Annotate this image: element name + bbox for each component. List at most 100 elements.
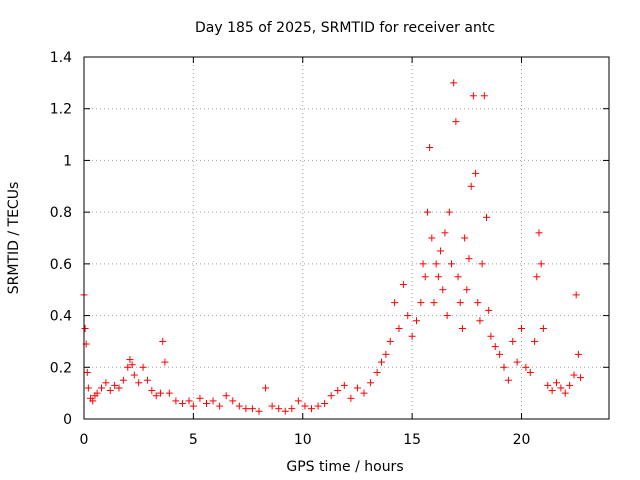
data-point bbox=[421, 273, 429, 281]
y-tick-label: 1.2 bbox=[50, 102, 72, 118]
data-point bbox=[89, 397, 97, 405]
data-point bbox=[391, 299, 399, 307]
data-point bbox=[106, 387, 114, 395]
data-point bbox=[373, 368, 381, 376]
y-tick-label: 1.4 bbox=[50, 50, 72, 66]
y-axis-label: SRMTID / TECUs bbox=[6, 182, 22, 295]
data-point bbox=[526, 368, 534, 376]
data-point bbox=[544, 381, 552, 389]
data-point bbox=[539, 325, 547, 332]
data-point bbox=[533, 273, 541, 281]
data-point bbox=[419, 260, 427, 268]
axis-ticks: 0 5 10 15 20 0 0.2 0.4 0.6 0.8 1 1.2 1.4 bbox=[50, 50, 609, 448]
data-point bbox=[472, 169, 480, 177]
data-points bbox=[80, 79, 585, 415]
data-point bbox=[288, 405, 296, 413]
data-point bbox=[301, 402, 309, 410]
data-point bbox=[196, 394, 204, 402]
data-point bbox=[152, 392, 160, 400]
data-point bbox=[139, 363, 147, 371]
data-point bbox=[314, 402, 322, 410]
data-point bbox=[222, 392, 230, 400]
data-point bbox=[399, 281, 407, 289]
data-point bbox=[408, 332, 416, 340]
data-point bbox=[474, 299, 482, 307]
grid bbox=[84, 57, 609, 419]
data-point bbox=[467, 182, 475, 190]
y-tick-label: 1 bbox=[63, 153, 72, 169]
data-point bbox=[268, 402, 276, 410]
data-point bbox=[235, 402, 243, 410]
data-point bbox=[432, 260, 440, 268]
data-point bbox=[327, 392, 335, 400]
data-point bbox=[178, 399, 186, 407]
data-point bbox=[143, 376, 151, 384]
data-point bbox=[423, 208, 431, 216]
data-point bbox=[334, 387, 342, 395]
data-point bbox=[437, 247, 445, 255]
y-tick-label: 0.4 bbox=[50, 309, 72, 325]
data-point bbox=[395, 325, 403, 332]
data-point bbox=[456, 299, 464, 307]
data-point bbox=[248, 405, 256, 413]
x-tick-label: 5 bbox=[189, 432, 198, 448]
data-point bbox=[452, 118, 460, 126]
data-point bbox=[430, 299, 438, 307]
data-point bbox=[461, 234, 469, 242]
data-point bbox=[445, 208, 453, 216]
data-point bbox=[535, 229, 543, 237]
data-point bbox=[518, 325, 525, 332]
data-point bbox=[386, 337, 394, 345]
data-point bbox=[417, 299, 425, 307]
data-point bbox=[450, 79, 458, 87]
data-point bbox=[126, 356, 134, 364]
data-point bbox=[229, 397, 237, 405]
data-point bbox=[476, 317, 484, 325]
data-point bbox=[148, 387, 156, 395]
data-point bbox=[294, 397, 302, 405]
data-point bbox=[500, 363, 508, 371]
data-point bbox=[347, 394, 355, 402]
data-point bbox=[478, 260, 486, 268]
data-point bbox=[509, 337, 517, 345]
x-tick-label: 0 bbox=[80, 432, 89, 448]
plot-frame bbox=[83, 56, 610, 420]
data-point bbox=[439, 286, 447, 294]
data-point bbox=[84, 384, 92, 392]
data-point bbox=[262, 384, 270, 392]
data-point bbox=[130, 371, 138, 379]
data-point bbox=[203, 399, 210, 407]
data-point bbox=[161, 358, 169, 366]
data-point bbox=[81, 325, 89, 332]
data-point bbox=[487, 332, 495, 340]
data-point bbox=[189, 402, 197, 410]
data-point bbox=[83, 368, 91, 376]
data-point bbox=[119, 376, 127, 384]
data-point bbox=[426, 144, 434, 151]
data-point bbox=[115, 384, 123, 392]
y-tick-label: 0.8 bbox=[50, 205, 72, 221]
data-point bbox=[428, 234, 436, 242]
data-point bbox=[553, 379, 560, 387]
data-point bbox=[128, 361, 136, 369]
data-point bbox=[522, 363, 530, 371]
data-point bbox=[98, 384, 105, 392]
data-point bbox=[531, 337, 539, 345]
data-point bbox=[566, 381, 574, 389]
data-point bbox=[572, 291, 580, 299]
data-point bbox=[513, 358, 521, 366]
x-tick-label: 15 bbox=[403, 432, 421, 448]
data-point bbox=[275, 405, 283, 413]
data-point bbox=[378, 358, 385, 366]
data-point bbox=[209, 397, 217, 405]
data-point bbox=[135, 379, 143, 387]
data-point bbox=[574, 350, 582, 358]
y-tick-label: 0 bbox=[63, 412, 72, 428]
data-point bbox=[469, 92, 477, 100]
data-point bbox=[485, 306, 493, 314]
chart-title: Day 185 of 2025, SRMTID for receiver ant… bbox=[195, 20, 495, 36]
data-point bbox=[340, 381, 348, 389]
data-point bbox=[255, 407, 263, 415]
data-point bbox=[458, 325, 466, 332]
